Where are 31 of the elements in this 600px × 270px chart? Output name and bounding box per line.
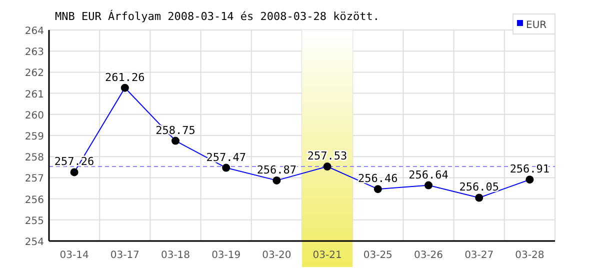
legend-label: EUR: [526, 20, 547, 31]
y-tick-label: 263: [24, 47, 44, 58]
x-tick-label: 03-27: [464, 250, 494, 261]
x-tick-label: 03-21: [312, 250, 342, 261]
y-tick-label: 254: [24, 237, 44, 248]
y-tick-label: 258: [24, 152, 44, 164]
chart-title: MNB EUR Árfolyam 2008-03-14 és 2008-03-28 között.: [55, 9, 380, 23]
x-tick-label: 03-18: [160, 250, 190, 261]
data-label: 261.26: [105, 70, 145, 84]
y-tick-label: 256: [24, 194, 44, 206]
x-tick-label: 03-26: [414, 250, 444, 261]
x-tick-label: 03-19: [212, 250, 241, 261]
x-tick-label: 03-20: [262, 250, 292, 261]
data-label: 256.91: [510, 162, 550, 176]
y-tick-label: 264: [24, 26, 44, 37]
data-label: 256.46: [358, 172, 398, 186]
y-tick-label: 255: [24, 216, 44, 227]
y-tick-label: 259: [24, 132, 44, 142]
data-label: 257.47: [206, 150, 246, 164]
y-tick-label: 262: [24, 68, 44, 80]
x-tick-label: 03-25: [363, 250, 392, 261]
data-label: 256.64: [408, 168, 449, 182]
x-tick-label: 03-28: [515, 250, 544, 261]
data-label: 256.87: [256, 163, 297, 176]
data-label: 256.05: [459, 180, 499, 194]
y-tick-label: 260: [24, 110, 44, 122]
x-tick-label: 03-17: [110, 250, 140, 261]
data-label: 257.53: [307, 150, 348, 163]
x-tick-label: 03-14: [60, 250, 89, 261]
y-tick-label: 257: [24, 174, 44, 185]
y-tick-label: 261: [24, 89, 44, 100]
